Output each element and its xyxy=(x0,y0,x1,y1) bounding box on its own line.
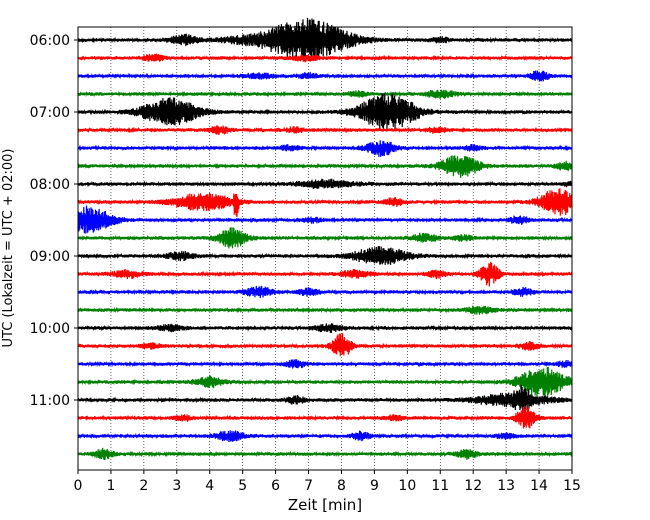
x-tick-label: 9 xyxy=(370,478,379,494)
y-tick-label: 10:00 xyxy=(30,321,70,337)
y-axis-ticks: 06:00 07:00 08:00 09:00 10:00 11:00 xyxy=(30,33,78,409)
trace-line xyxy=(77,332,573,357)
trace-line xyxy=(77,285,573,298)
trace-line xyxy=(77,205,573,234)
trace-line xyxy=(77,359,573,369)
trace-line xyxy=(77,323,573,334)
trace-line xyxy=(77,384,573,415)
plot-frame xyxy=(77,26,573,471)
x-tick-label: 11 xyxy=(431,478,449,494)
y-tick-label: 11:00 xyxy=(30,393,70,409)
trace-line xyxy=(77,89,573,99)
x-tick-label: 0 xyxy=(74,478,83,494)
x-tick-label: 14 xyxy=(530,478,548,494)
trace-line xyxy=(77,53,573,63)
seismic-traces xyxy=(77,17,573,461)
x-axis-ticks: 0 1 2 3 4 5 6 7 8 9 10 11 12 13 14 15 xyxy=(74,470,581,494)
trace-line xyxy=(77,405,573,429)
x-tick-label: 12 xyxy=(464,478,482,494)
trace-line xyxy=(77,366,573,397)
trace-line xyxy=(77,178,573,189)
x-tick-label: 3 xyxy=(172,478,181,494)
trace-line xyxy=(77,155,573,178)
x-tick-label: 7 xyxy=(304,478,313,494)
x-tick-label: 15 xyxy=(563,478,581,494)
y-tick-label: 06:00 xyxy=(30,33,70,49)
trace-line xyxy=(77,305,573,315)
x-tick-label: 13 xyxy=(497,478,515,494)
y-tick-label: 07:00 xyxy=(30,105,70,121)
y-axis-label: UTC (Lokalzeit = UTC + 02:00) xyxy=(1,149,16,348)
y-tick-label: 08:00 xyxy=(30,177,70,193)
trace-line xyxy=(77,17,573,63)
x-tick-label: 4 xyxy=(205,478,214,494)
trace-line xyxy=(77,93,573,132)
x-tick-label: 2 xyxy=(139,478,148,494)
trace-line xyxy=(77,188,573,218)
trace-line xyxy=(77,140,573,157)
x-tick-label: 6 xyxy=(271,478,280,494)
trace-line xyxy=(77,70,573,82)
x-tick-label: 8 xyxy=(337,478,346,494)
x-axis-label: Zeit [min] xyxy=(288,496,362,514)
x-tick-label: 1 xyxy=(106,478,115,494)
trace-line xyxy=(77,245,573,265)
trace-line xyxy=(77,125,573,135)
trace-line xyxy=(77,262,573,287)
trace-line xyxy=(77,430,573,442)
x-tick-label: 5 xyxy=(238,478,247,494)
y-tick-label: 09:00 xyxy=(30,249,70,265)
trace-line xyxy=(77,447,573,461)
trace-line xyxy=(77,227,573,249)
x-tick-label: 10 xyxy=(398,478,416,494)
